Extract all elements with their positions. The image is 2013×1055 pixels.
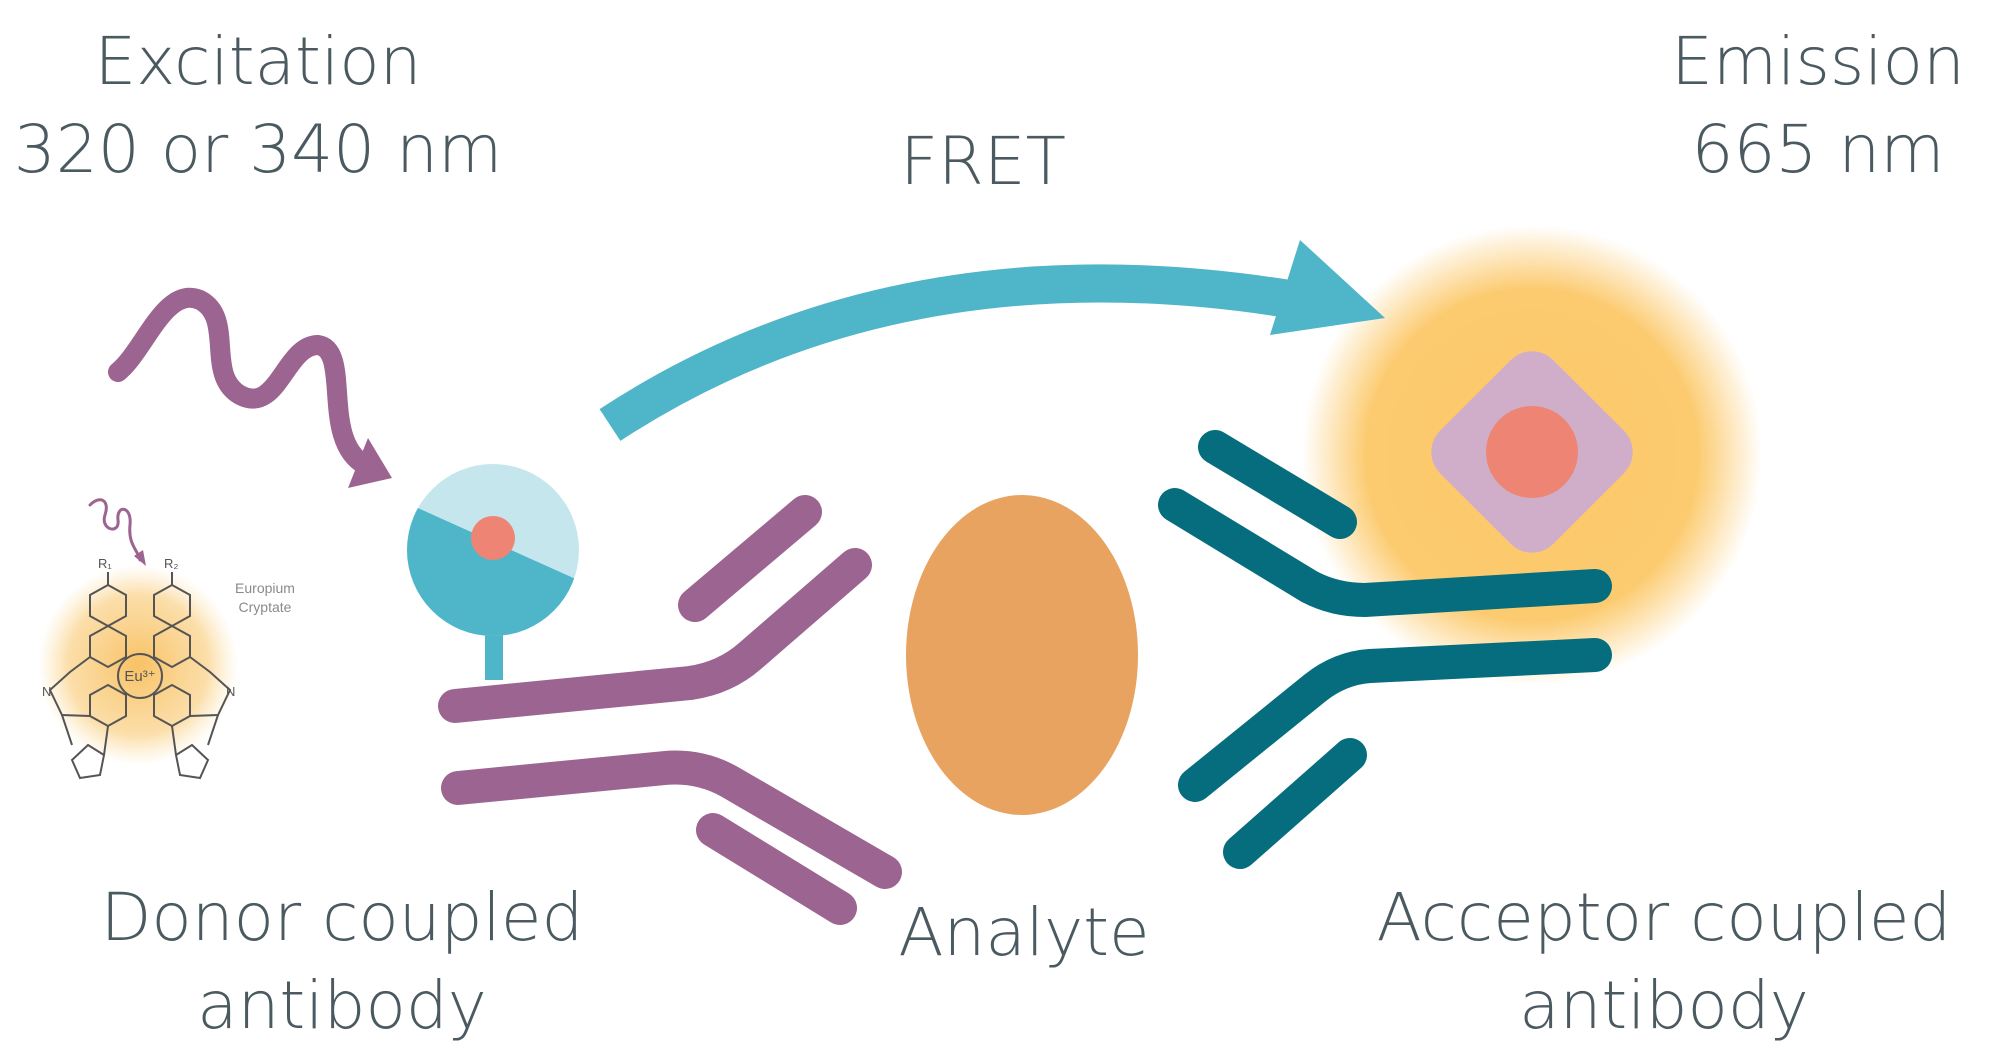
cryptate-n-left: N (42, 684, 51, 699)
acceptor-fluorophore (1431, 351, 1633, 553)
wavy-arrow-icon (108, 287, 392, 488)
cryptate-structure (48, 572, 232, 780)
donor-label-line2: antibody (197, 967, 487, 1044)
acceptor-antibody (1158, 430, 1612, 869)
cryptate-center-ion: Eu³⁺ (124, 668, 155, 685)
inset-caption-line2: Cryptate (239, 599, 292, 615)
fret-label: FRET (900, 123, 1066, 200)
emission-wavelength: 665 nm (1691, 111, 1944, 188)
cryptate-r1: R₁ (98, 556, 112, 571)
fret-arrow-icon (599, 240, 1385, 441)
donor-label: Donor coupled (101, 879, 584, 956)
inset-wavy-arrow-icon (88, 498, 142, 562)
inset-caption-line1: Europium (235, 580, 295, 596)
emission-label: Emission (1671, 23, 1965, 100)
analyte-shape (906, 495, 1138, 815)
excitation-wavelength: 320 or 340 nm (14, 111, 503, 188)
cryptate-r2: R₂ (164, 556, 178, 571)
europium-cryptate-inset: R₁ R₂ Eu³⁺ N N Europium Cryptate (32, 490, 302, 790)
analyte-label: Analyte (898, 894, 1149, 971)
cryptate-n-right: N (226, 684, 235, 699)
excitation-label: Excitation (95, 23, 422, 100)
donor-fluorophore (407, 464, 579, 680)
acceptor-label-line2: antibody (1519, 967, 1809, 1044)
acceptor-label: Acceptor coupled (1377, 879, 1952, 956)
donor-antibody (438, 495, 902, 925)
